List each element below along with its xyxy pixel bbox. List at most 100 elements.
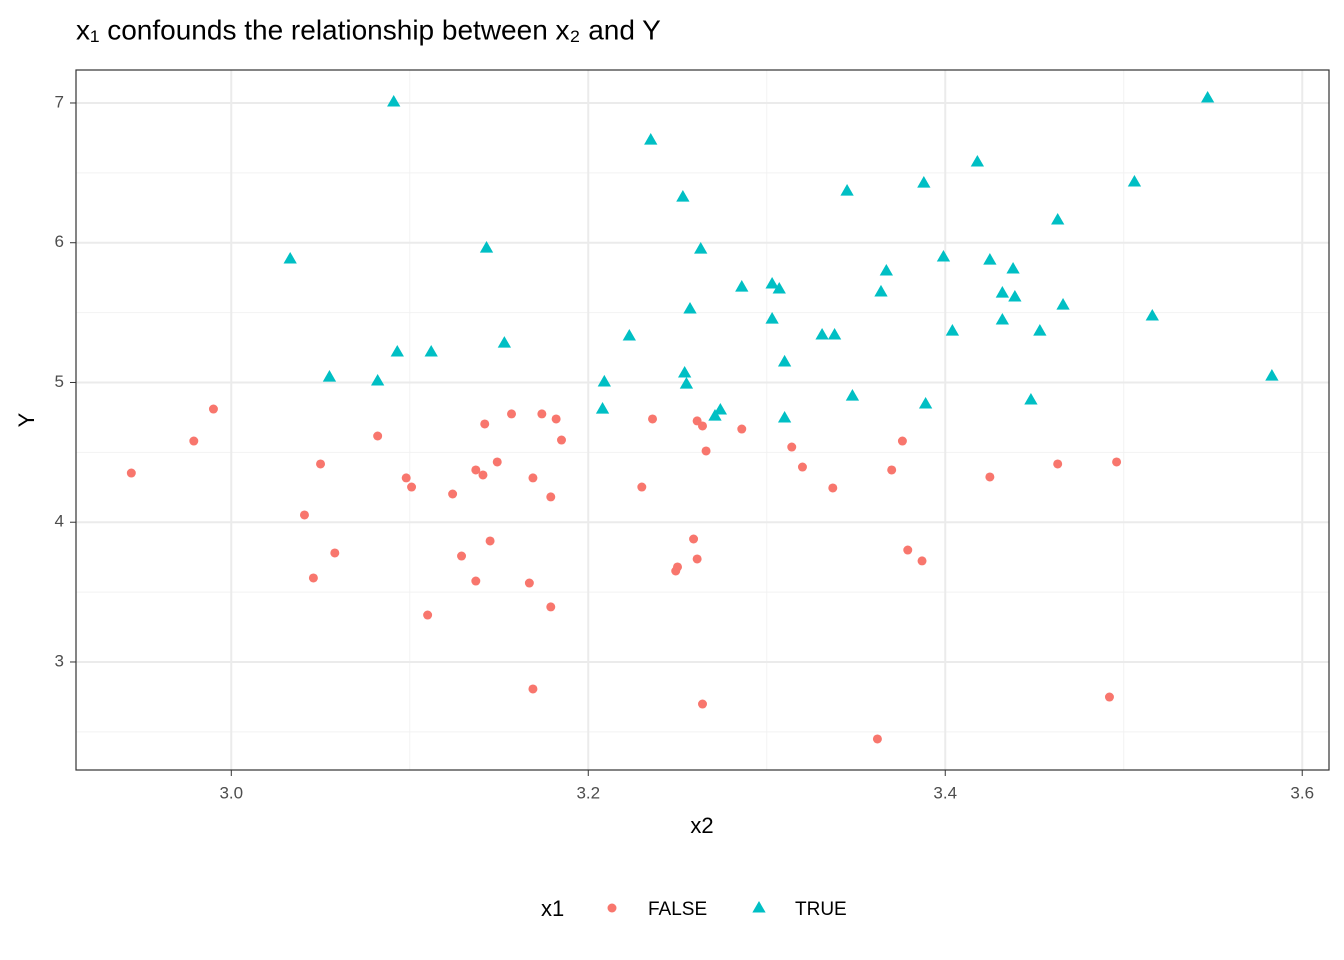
legend-marker xyxy=(752,901,766,913)
legend-marker xyxy=(607,903,617,913)
point xyxy=(424,345,438,357)
legend-entry: FALSE xyxy=(607,899,707,920)
point xyxy=(1006,262,1020,274)
point xyxy=(537,409,547,419)
point xyxy=(637,482,647,492)
point xyxy=(448,489,458,499)
point xyxy=(471,465,481,475)
point xyxy=(689,534,699,544)
point xyxy=(546,492,556,502)
point xyxy=(507,409,517,419)
point xyxy=(524,578,534,588)
y-tick-label: 7 xyxy=(55,92,64,111)
point xyxy=(189,436,199,446)
point xyxy=(765,312,779,324)
point xyxy=(678,365,692,378)
point xyxy=(970,154,985,167)
point xyxy=(827,327,842,340)
point xyxy=(945,324,960,336)
point xyxy=(692,554,702,564)
point xyxy=(423,610,433,620)
point xyxy=(815,327,829,340)
point xyxy=(874,284,888,297)
point xyxy=(936,249,951,262)
point xyxy=(713,403,727,415)
point xyxy=(1145,308,1159,321)
point xyxy=(985,472,995,482)
point xyxy=(917,556,927,566)
point xyxy=(917,176,931,188)
point xyxy=(471,576,481,586)
point xyxy=(903,545,913,555)
point xyxy=(1008,289,1022,302)
point xyxy=(1127,174,1142,187)
point xyxy=(887,465,897,475)
panel-border xyxy=(75,69,1330,771)
x-tick-label: 3.4 xyxy=(933,783,957,802)
legend-entry: TRUE xyxy=(752,899,847,920)
point xyxy=(551,414,561,424)
point xyxy=(622,328,636,341)
point xyxy=(1051,212,1065,225)
point xyxy=(390,345,404,357)
point xyxy=(698,421,707,431)
point xyxy=(556,435,566,445)
x-tick-label: 3.2 xyxy=(576,783,600,802)
y-tick-label: 4 xyxy=(55,512,64,531)
x-axis-title: x2 xyxy=(690,813,713,838)
point xyxy=(777,410,792,423)
point xyxy=(595,402,610,414)
point xyxy=(308,573,318,583)
point xyxy=(322,370,337,382)
point xyxy=(457,551,467,561)
point xyxy=(828,483,838,493)
point xyxy=(673,562,683,572)
point xyxy=(1056,298,1070,310)
point xyxy=(497,336,512,348)
chart-title: x₁ confounds the relationship between x₂… xyxy=(76,14,661,45)
point xyxy=(1033,324,1047,336)
point xyxy=(694,242,708,254)
point xyxy=(1200,90,1215,103)
point xyxy=(676,190,690,202)
legend-title: x1 xyxy=(541,896,564,921)
point xyxy=(299,510,309,520)
point xyxy=(480,419,490,429)
point xyxy=(995,313,1010,325)
point xyxy=(918,396,933,409)
point xyxy=(528,473,538,483)
point xyxy=(492,457,502,467)
point xyxy=(772,281,786,294)
point xyxy=(208,404,218,414)
point xyxy=(1053,459,1063,469)
point xyxy=(597,374,611,387)
point xyxy=(373,431,383,441)
point xyxy=(701,446,711,456)
point xyxy=(787,442,797,452)
y-tick-label: 3 xyxy=(55,651,64,670)
point xyxy=(478,470,488,480)
point xyxy=(995,286,1010,298)
x-tick-label: 3.0 xyxy=(219,783,243,802)
point xyxy=(648,414,658,424)
point xyxy=(401,473,411,483)
point xyxy=(735,280,749,292)
point xyxy=(737,424,747,434)
point xyxy=(387,95,401,107)
point xyxy=(1104,692,1114,702)
point xyxy=(983,253,997,265)
point xyxy=(765,276,779,289)
point xyxy=(897,436,907,446)
point xyxy=(1265,369,1279,381)
y-tick-label: 6 xyxy=(55,232,64,251)
point xyxy=(845,389,860,401)
point xyxy=(370,373,385,386)
point xyxy=(840,184,854,196)
point xyxy=(528,684,538,694)
point xyxy=(797,462,807,472)
point xyxy=(485,536,495,546)
point xyxy=(316,459,326,469)
point xyxy=(644,133,658,145)
point xyxy=(683,301,697,314)
